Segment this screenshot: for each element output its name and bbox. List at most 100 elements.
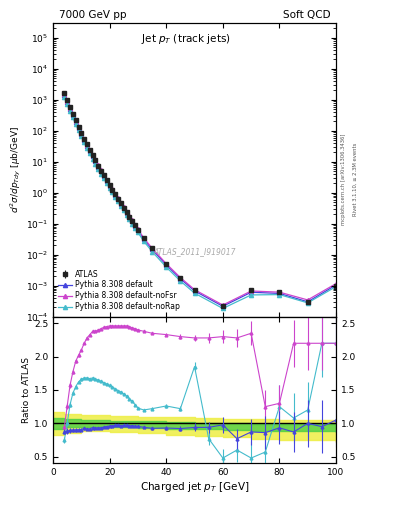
Pythia 8.308 default-noRap: [96, 166, 101, 172]
Pythia 8.308 default-noFsr: [150, 245, 154, 251]
Pythia 8.308 default: [127, 214, 132, 220]
Y-axis label: Ratio to ATLAS: Ratio to ATLAS: [22, 357, 31, 423]
Pythia 8.308 default-noFsr: [116, 195, 121, 201]
Pythia 8.308 default-noRap: [130, 221, 135, 227]
Pythia 8.308 default-noRap: [305, 300, 310, 306]
Pythia 8.308 default: [334, 282, 338, 288]
Pythia 8.308 default: [93, 158, 98, 164]
X-axis label: Charged jet $p_T$ [GeV]: Charged jet $p_T$ [GeV]: [140, 480, 249, 494]
Pythia 8.308 default: [121, 205, 126, 211]
Pythia 8.308 default-noFsr: [192, 287, 197, 293]
Pythia 8.308 default-noFsr: [110, 186, 115, 192]
Pythia 8.308 default-noFsr: [127, 213, 132, 219]
Pythia 8.308 default-noFsr: [164, 261, 169, 267]
Pythia 8.308 default-noFsr: [105, 177, 109, 183]
Pythia 8.308 default: [133, 223, 138, 229]
Pythia 8.308 default-noFsr: [82, 136, 86, 142]
Pythia 8.308 default-noRap: [102, 176, 107, 182]
Pythia 8.308 default: [277, 290, 282, 296]
Pythia 8.308 default: [68, 106, 72, 112]
Pythia 8.308 default-noRap: [127, 216, 132, 222]
Pythia 8.308 default-noFsr: [102, 172, 107, 178]
Pythia 8.308 default-noRap: [93, 161, 98, 167]
Pythia 8.308 default: [65, 99, 70, 105]
Pythia 8.308 default-noFsr: [79, 130, 84, 136]
Pythia 8.308 default: [76, 125, 81, 131]
Pythia 8.308 default: [178, 276, 183, 282]
Legend: ATLAS, Pythia 8.308 default, Pythia 8.308 default-noFsr, Pythia 8.308 default-no: ATLAS, Pythia 8.308 default, Pythia 8.30…: [57, 268, 182, 313]
Line: Pythia 8.308 default-noFsr: Pythia 8.308 default-noFsr: [62, 92, 338, 307]
Pythia 8.308 default-noRap: [178, 278, 183, 284]
Pythia 8.308 default-noRap: [220, 305, 225, 311]
Pythia 8.308 default: [84, 142, 89, 148]
Pythia 8.308 default-noFsr: [249, 288, 253, 294]
Pythia 8.308 default: [141, 236, 146, 242]
Pythia 8.308 default-noFsr: [70, 111, 75, 117]
Pythia 8.308 default: [105, 178, 109, 184]
Pythia 8.308 default: [90, 153, 95, 159]
Pythia 8.308 default: [124, 209, 129, 216]
Pythia 8.308 default-noFsr: [130, 217, 135, 223]
Pythia 8.308 default-noRap: [70, 114, 75, 120]
Pythia 8.308 default-noRap: [62, 94, 67, 100]
Pythia 8.308 default: [220, 303, 225, 309]
Pythia 8.308 default-noFsr: [73, 118, 78, 124]
Pythia 8.308 default-noFsr: [84, 142, 89, 148]
Pythia 8.308 default-noFsr: [107, 181, 112, 187]
Pythia 8.308 default: [99, 168, 103, 175]
Line: Pythia 8.308 default-noRap: Pythia 8.308 default-noRap: [62, 95, 338, 311]
Text: ATLAS_2011_I919017: ATLAS_2011_I919017: [153, 247, 236, 257]
Pythia 8.308 default-noRap: [249, 292, 253, 298]
Pythia 8.308 default: [249, 289, 253, 295]
Pythia 8.308 default-noFsr: [62, 91, 67, 97]
Pythia 8.308 default: [136, 227, 140, 233]
Pythia 8.308 default-noFsr: [141, 234, 146, 241]
Pythia 8.308 default-noFsr: [124, 208, 129, 215]
Pythia 8.308 default-noFsr: [99, 167, 103, 174]
Pythia 8.308 default-noFsr: [93, 157, 98, 163]
Pythia 8.308 default-noFsr: [133, 222, 138, 228]
Pythia 8.308 default: [70, 112, 75, 118]
Pythia 8.308 default-noFsr: [136, 226, 140, 232]
Pythia 8.308 default-noRap: [79, 133, 84, 139]
Pythia 8.308 default: [79, 131, 84, 137]
Pythia 8.308 default-noRap: [124, 211, 129, 218]
Pythia 8.308 default-noRap: [150, 248, 154, 254]
Pythia 8.308 default: [110, 187, 115, 194]
Pythia 8.308 default-noFsr: [178, 274, 183, 281]
Pythia 8.308 default: [150, 246, 154, 252]
Pythia 8.308 default-noFsr: [88, 147, 92, 153]
Pythia 8.308 default-noFsr: [119, 200, 123, 206]
Pythia 8.308 default-noFsr: [90, 153, 95, 159]
Y-axis label: $d^2\sigma/dp_{Tdy}$ [$\mu$b/GeV]: $d^2\sigma/dp_{Tdy}$ [$\mu$b/GeV]: [9, 126, 23, 214]
Pythia 8.308 default-noRap: [73, 121, 78, 127]
Text: Soft QCD: Soft QCD: [283, 10, 331, 20]
Pythia 8.308 default: [192, 288, 197, 294]
Pythia 8.308 default-noRap: [141, 238, 146, 244]
Pythia 8.308 default-noFsr: [305, 297, 310, 303]
Pythia 8.308 default-noRap: [113, 194, 118, 200]
Pythia 8.308 default: [62, 92, 67, 98]
Pythia 8.308 default: [119, 201, 123, 207]
Pythia 8.308 default-noRap: [107, 185, 112, 191]
Pythia 8.308 default-noRap: [164, 264, 169, 270]
Pythia 8.308 default-noRap: [110, 189, 115, 196]
Pythia 8.308 default-noRap: [65, 101, 70, 107]
Pythia 8.308 default-noRap: [84, 145, 89, 151]
Pythia 8.308 default-noRap: [116, 198, 121, 204]
Pythia 8.308 default-noRap: [277, 291, 282, 297]
Pythia 8.308 default: [88, 148, 92, 154]
Pythia 8.308 default: [164, 262, 169, 268]
Pythia 8.308 default-noRap: [99, 170, 103, 177]
Pythia 8.308 default-noRap: [88, 151, 92, 157]
Pythia 8.308 default: [130, 218, 135, 224]
Pythia 8.308 default-noRap: [82, 139, 86, 145]
Pythia 8.308 default-noRap: [119, 203, 123, 209]
Pythia 8.308 default: [305, 298, 310, 305]
Pythia 8.308 default-noRap: [68, 108, 72, 114]
Pythia 8.308 default-noFsr: [220, 302, 225, 308]
Pythia 8.308 default-noRap: [192, 290, 197, 296]
Pythia 8.308 default-noRap: [334, 284, 338, 290]
Text: mcplots.cern.ch [arXiv:1306.3436]: mcplots.cern.ch [arXiv:1306.3436]: [342, 134, 346, 225]
Pythia 8.308 default: [82, 137, 86, 143]
